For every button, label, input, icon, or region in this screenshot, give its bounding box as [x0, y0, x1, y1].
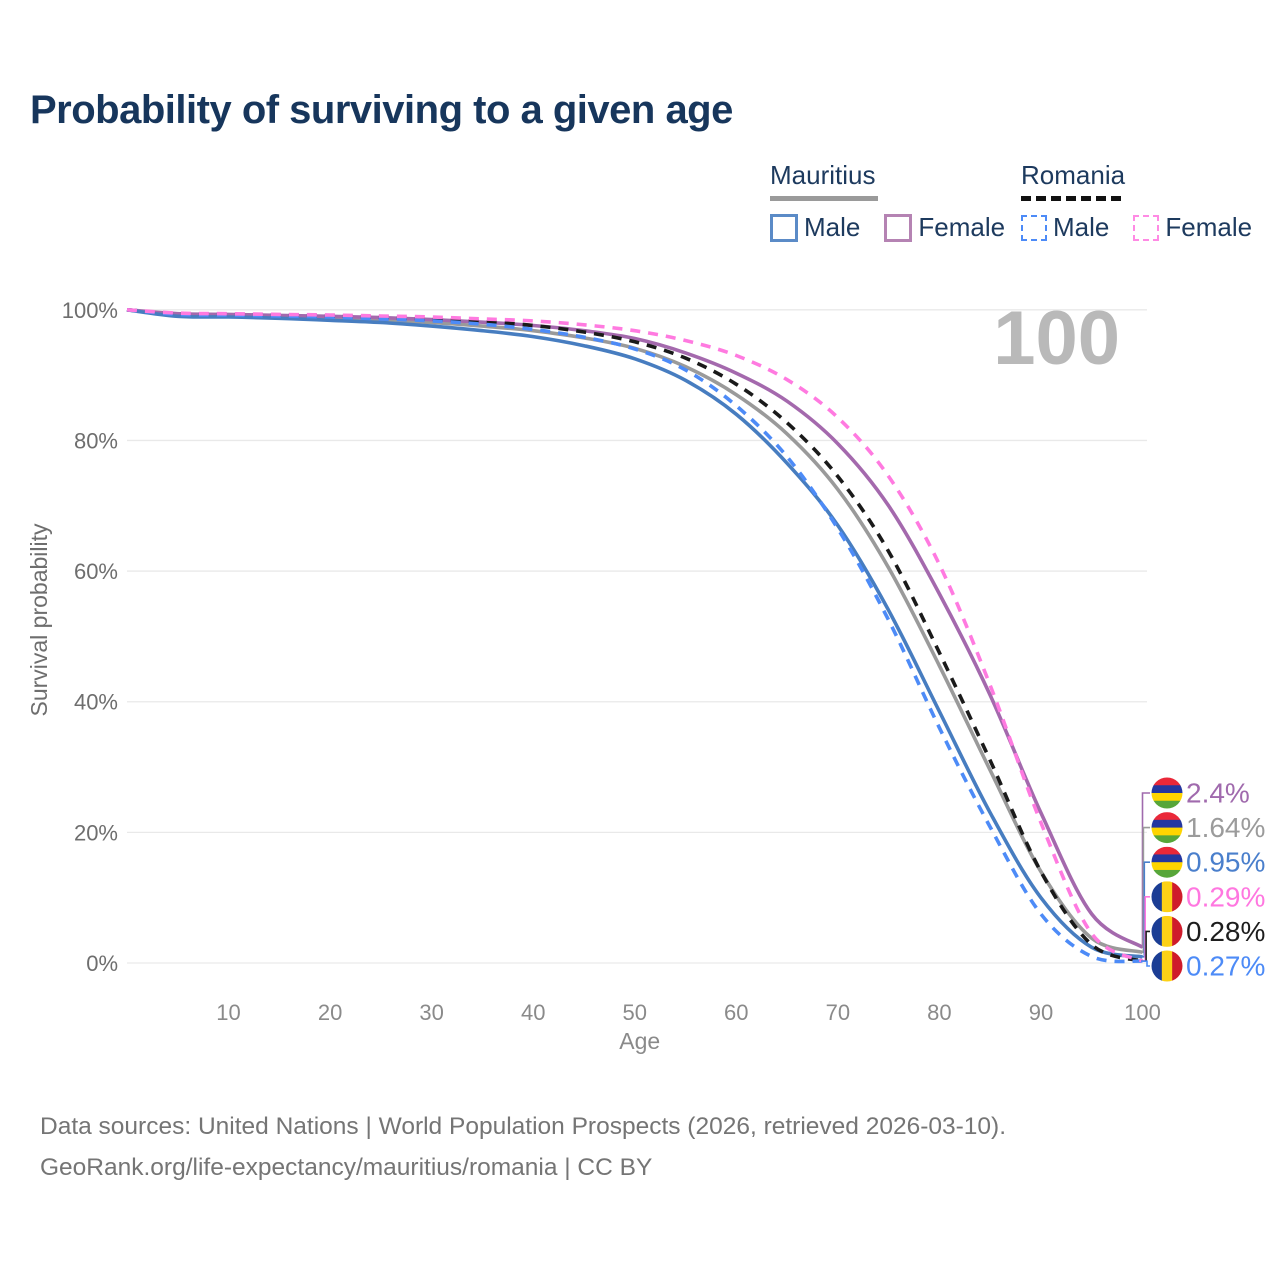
x-tick-label: 30	[419, 1000, 443, 1025]
x-tick-label: 20	[318, 1000, 342, 1025]
x-tick-label: 80	[927, 1000, 951, 1025]
y-axis-title: Survival probability	[26, 523, 52, 717]
end-value-label: 0.95%	[1186, 847, 1265, 878]
attribution-line: GeoRank.org/life-expectancy/mauritius/ro…	[40, 1154, 653, 1181]
swatch-mauritius-female	[884, 213, 913, 242]
x-tick-label: 100	[1124, 1000, 1161, 1025]
legend-item-mauritius-male[interactable]: Male	[770, 212, 860, 243]
curve-mauritius-male[interactable]	[126, 308, 1143, 959]
swatch-mauritius-male	[770, 213, 798, 242]
flag-icon	[1151, 846, 1183, 878]
age-counter-watermark: 100	[993, 296, 1120, 381]
legend-label-mauritius-male: Male	[804, 212, 861, 242]
y-tick-label: 0%	[86, 951, 118, 976]
end-value-label: 0.29%	[1186, 881, 1265, 912]
legend-item-mauritius-female[interactable]: Female	[884, 212, 1005, 243]
legend-item-romania-male[interactable]: Male	[1021, 212, 1109, 243]
curve-romania-female[interactable]	[126, 308, 1144, 963]
flag-icon	[1151, 915, 1183, 947]
leader-line	[1141, 826, 1150, 954]
curve-romania-male[interactable]	[126, 308, 1143, 964]
curve-mauritius-female[interactable]	[126, 308, 1144, 949]
x-tick-label: 50	[623, 1000, 647, 1025]
curve-mauritius-both[interactable]	[126, 308, 1143, 955]
data-sources-line: Data sources: United Nations | World Pop…	[40, 1113, 1007, 1140]
legend-line-sample-dashed	[1021, 196, 1121, 201]
end-value-label: 1.64%	[1186, 812, 1265, 843]
flag-icon	[1151, 777, 1183, 809]
legend-item-romania-female[interactable]: Female	[1133, 212, 1252, 243]
legend-label-romania-female: Female	[1165, 212, 1253, 242]
flag-icon	[1151, 950, 1183, 982]
end-value-label: 0.27%	[1186, 951, 1265, 982]
legend-label-mauritius-female: Female	[918, 212, 1006, 242]
swatch-romania-male	[1021, 214, 1047, 241]
leader-line	[1141, 960, 1150, 967]
flag-icon	[1151, 812, 1183, 844]
end-value-label: 0.28%	[1186, 916, 1265, 947]
legend-line-sample-solid	[770, 196, 878, 201]
x-tick-label: 70	[826, 1000, 850, 1025]
legend-group-mauritius: Mauritius Male Female	[770, 160, 1005, 243]
page-title: Probability of surviving to a given age	[30, 88, 733, 132]
legend-label-romania-male: Male	[1053, 212, 1110, 242]
y-tick-label: 20%	[74, 820, 118, 845]
x-tick-label: 40	[521, 1000, 545, 1025]
legend-country-mauritius[interactable]: Mauritius	[770, 160, 876, 190]
y-tick-label: 80%	[74, 428, 118, 453]
legend-group-romania: Romania Male Female	[1021, 160, 1252, 243]
y-tick-label: 60%	[74, 559, 118, 584]
x-axis-title: Age	[619, 1028, 660, 1054]
leader-line	[1141, 861, 1150, 958]
x-tick-label: 10	[216, 1000, 240, 1025]
y-tick-label: 100%	[62, 298, 118, 323]
flag-icon	[1151, 881, 1183, 913]
swatch-romania-female	[1133, 214, 1160, 241]
end-value-label: 2.4%	[1186, 778, 1250, 809]
x-tick-label: 90	[1029, 1000, 1053, 1025]
leader-line	[1141, 792, 1150, 949]
curve-romania-both[interactable]	[126, 308, 1144, 963]
legend-country-romania[interactable]: Romania	[1021, 160, 1126, 190]
footer: Data sources: United Nations | World Pop…	[40, 1106, 1006, 1188]
x-tick-label: 60	[724, 1000, 748, 1025]
y-tick-label: 40%	[74, 690, 118, 715]
